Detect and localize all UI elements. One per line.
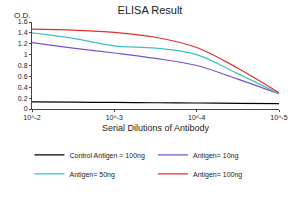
svg-text:Serial Dilutions of Antibody: Serial Dilutions of Antibody	[102, 123, 210, 133]
svg-text:0.6: 0.6	[18, 73, 28, 80]
svg-text:1.6: 1.6	[18, 18, 28, 25]
svg-text:10^-5: 10^-5	[270, 114, 287, 121]
svg-text:1.4: 1.4	[18, 29, 28, 36]
svg-text:Antigen= 100ng: Antigen= 100ng	[193, 171, 242, 179]
svg-text:Antigen= 50ng: Antigen= 50ng	[70, 171, 115, 179]
svg-text:Control Antigen = 100ng: Control Antigen = 100ng	[70, 152, 145, 160]
svg-text:0.8: 0.8	[18, 62, 28, 69]
svg-text:O.D.: O.D.	[14, 11, 30, 20]
svg-text:0.4: 0.4	[18, 84, 28, 91]
svg-text:0: 0	[24, 105, 28, 112]
svg-text:1.2: 1.2	[18, 40, 28, 47]
svg-text:10^-3: 10^-3	[106, 114, 123, 121]
svg-text:1: 1	[24, 51, 28, 58]
svg-text:10^-2: 10^-2	[23, 114, 40, 121]
svg-text:Antigen= 10ng: Antigen= 10ng	[193, 152, 238, 160]
svg-text:0.2: 0.2	[18, 95, 28, 102]
svg-text:ELISA Result: ELISA Result	[118, 4, 183, 16]
svg-text:10^-4: 10^-4	[188, 114, 205, 121]
